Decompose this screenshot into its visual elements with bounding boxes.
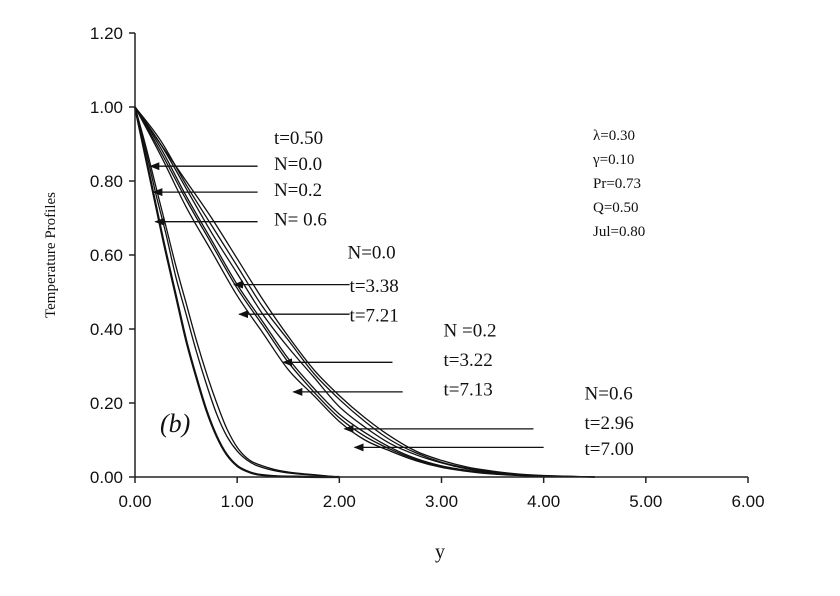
x-tick-label: 4.00: [527, 492, 560, 511]
series-line-3: [134, 106, 340, 478]
x-ticks: 0.00 1.00 2.00 3.00 4.00 5.00 6.00: [118, 477, 765, 511]
y-tick-label: 0.00: [90, 468, 123, 487]
series-line-9: [134, 106, 595, 478]
parameter-label: Jul=0.80: [593, 224, 645, 240]
parameter-label: Pr=0.73: [593, 176, 641, 192]
annotation-label: t=2.96: [585, 413, 634, 434]
annotations: t=0.50 N=0.0 N=0.2 N= 0.6 N=0.0 t=3.38 t=7.21 N…: [274, 128, 634, 460]
x-tick-label: 2.00: [323, 492, 356, 511]
annotation-label: N=0.0: [348, 243, 396, 264]
arrows: [149, 162, 544, 452]
y-tick-label: 0.80: [90, 172, 123, 191]
y-tick-label: 0.20: [90, 394, 123, 413]
parameter-label: Q=0.50: [593, 200, 639, 216]
x-tick-label: 0.00: [118, 492, 151, 511]
annotation-label: N =0.2: [444, 320, 497, 341]
x-tick-label: 5.00: [629, 492, 662, 511]
annotation-label: N= 0.6: [274, 209, 327, 230]
annotation-label: t=7.13: [444, 380, 493, 401]
annotation-label: N=0.2: [274, 180, 322, 201]
panel-label: (b): [160, 409, 190, 438]
series-line-5: [134, 106, 595, 478]
x-axis-title: y: [435, 541, 445, 563]
y-tick-label: 1.00: [90, 98, 123, 117]
annotation-label: t=7.00: [585, 439, 634, 460]
y-tick-label: 0.40: [90, 320, 123, 339]
y-axis-title: Temperature Profiles: [43, 192, 59, 318]
parameter-label: λ=0.30: [593, 128, 635, 144]
parameter-list: λ=0.30 γ=0.10 Pr=0.73 Q=0.50 Jul=0.80: [592, 128, 645, 240]
x-tick-label: 6.00: [731, 492, 764, 511]
y-tick-label: 1.20: [90, 24, 123, 43]
parameter-label: γ=0.10: [592, 152, 634, 168]
x-tick-label: 3.00: [425, 492, 458, 511]
y-tick-label: 0.60: [90, 246, 123, 265]
annotation-label: N=0.0: [274, 154, 322, 175]
annotation-label: t=3.38: [350, 276, 399, 297]
annotation-label: N=0.6: [585, 383, 633, 404]
annotation-label: t=0.50: [274, 128, 323, 149]
axes: [134, 33, 748, 478]
annotation-label: t=3.22: [444, 350, 493, 371]
y-ticks: 0.00 0.20 0.40 0.60 0.80 1.00 1.20: [90, 24, 135, 487]
annotation-label: t=7.21: [350, 306, 399, 327]
x-tick-label: 1.00: [221, 492, 254, 511]
